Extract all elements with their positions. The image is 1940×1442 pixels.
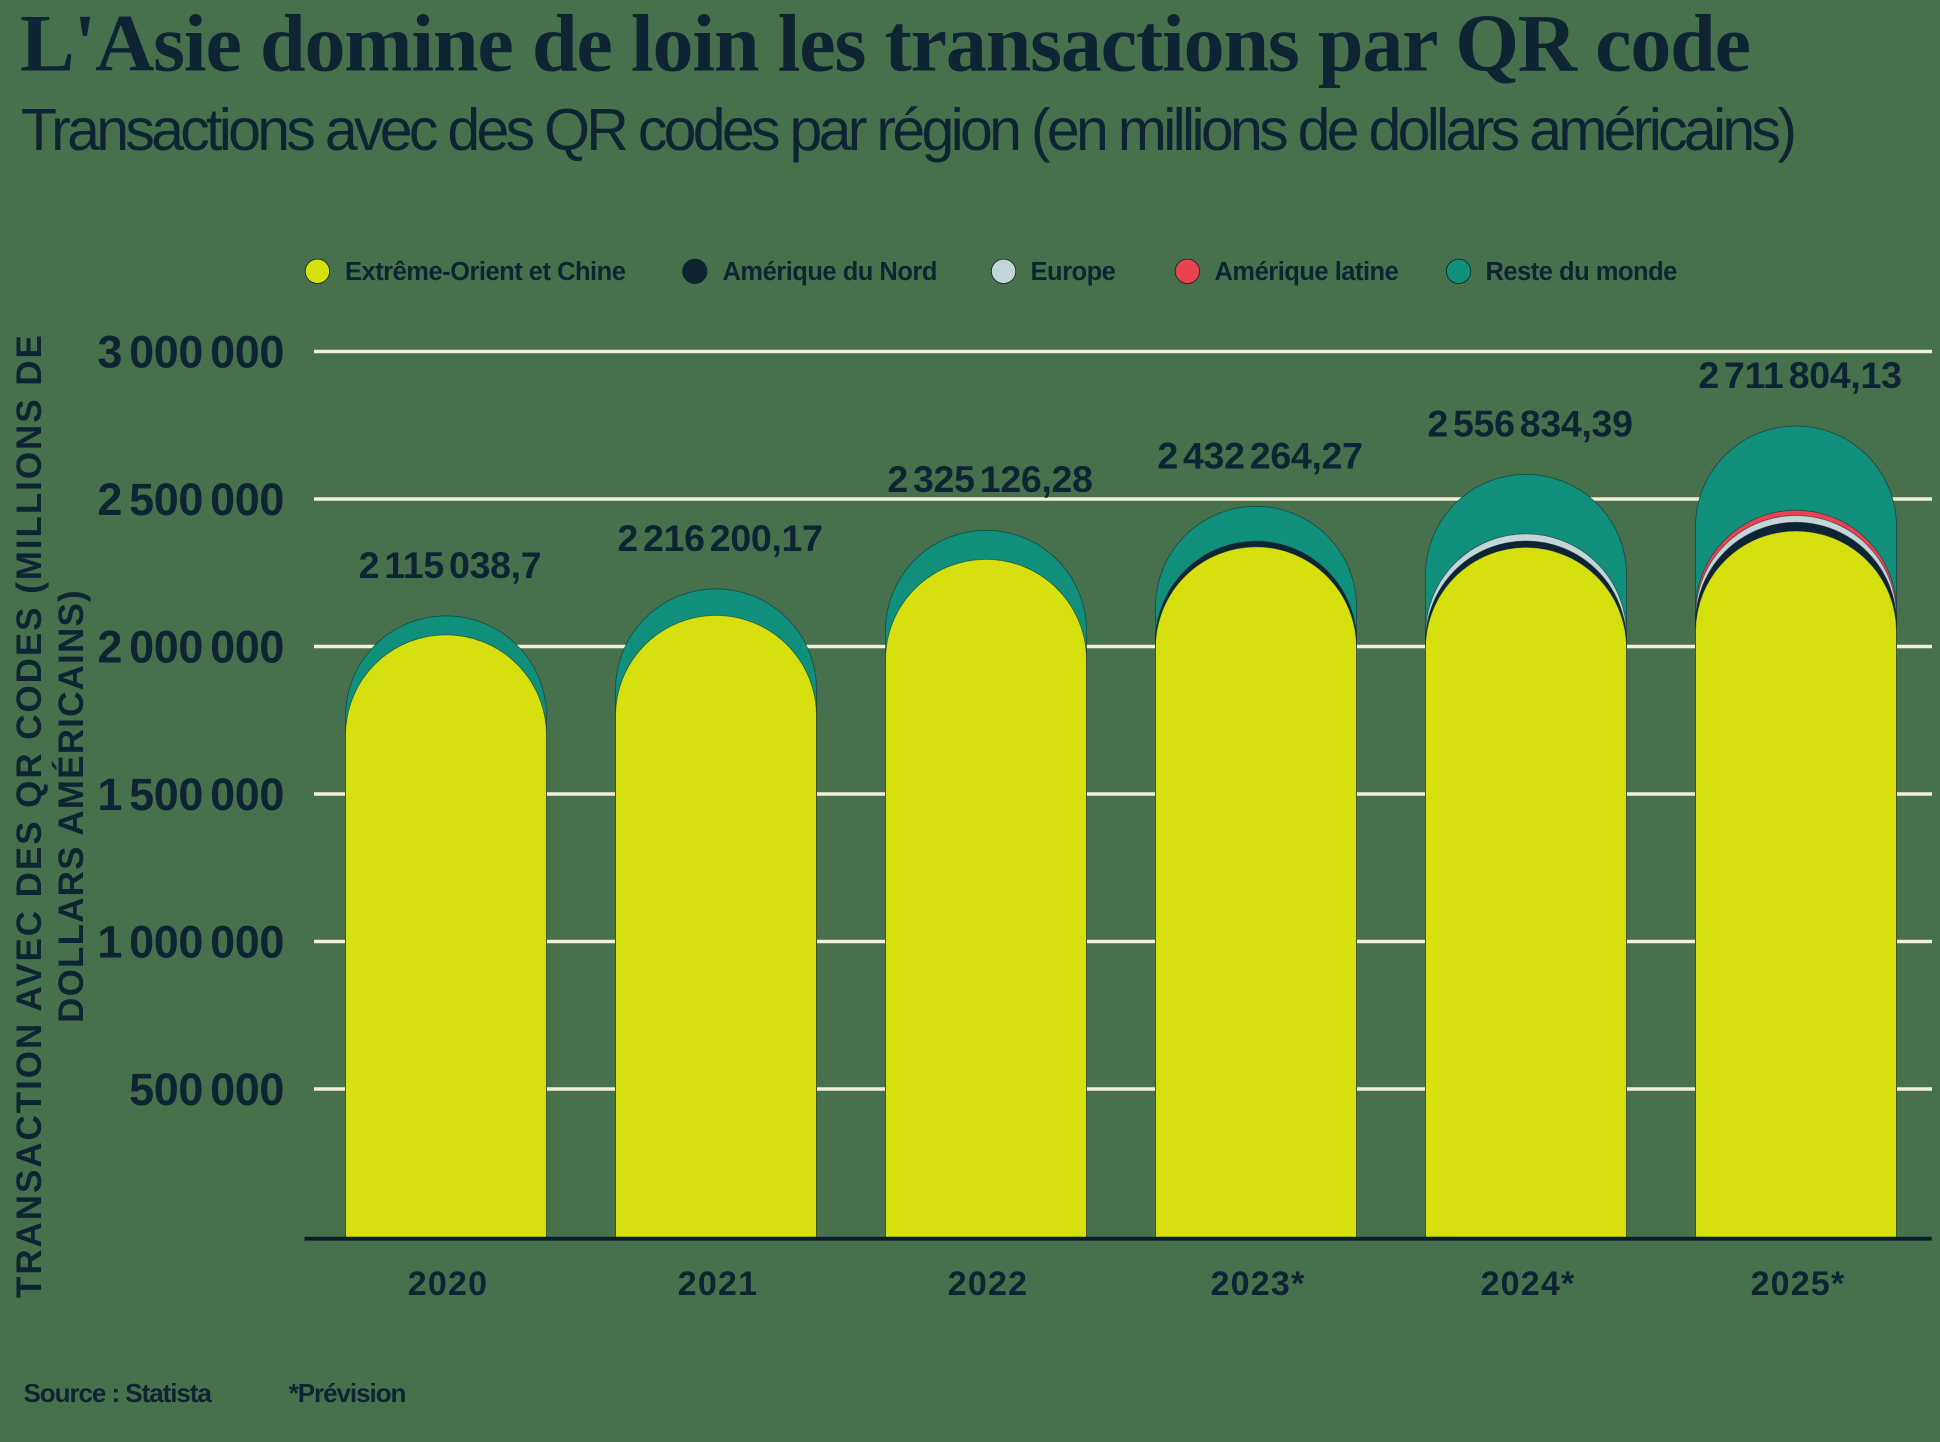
- svg-text:L'Asie domine de loin les tran: L'Asie domine de loin les transactions p…: [20, 0, 1751, 89]
- svg-text:Amérique latine: Amérique latine: [1215, 258, 1399, 286]
- svg-text:*Prévision: *Prévision: [289, 1378, 406, 1408]
- svg-text:Transactions avec des QR codes: Transactions avec des QR codes par régio…: [21, 97, 1797, 163]
- svg-text:500 000: 500 000: [129, 1064, 284, 1115]
- svg-text:2 500 000: 2 500 000: [97, 474, 284, 525]
- svg-text:2024*: 2024*: [1481, 1265, 1576, 1303]
- svg-text:Europe: Europe: [1031, 258, 1116, 286]
- svg-text:2023*: 2023*: [1211, 1265, 1306, 1303]
- svg-text:2025*: 2025*: [1751, 1265, 1846, 1303]
- svg-text:TRANSACTION AVEC DES QR CODES: TRANSACTION AVEC DES QR CODES (MILLIONS …: [10, 334, 49, 1298]
- svg-text:2 432 264,27: 2 432 264,27: [1157, 434, 1362, 476]
- svg-text:2 556 834,39: 2 556 834,39: [1427, 402, 1632, 444]
- svg-text:Reste du monde: Reste du monde: [1486, 258, 1678, 286]
- svg-text:Source : Statista: Source : Statista: [24, 1378, 213, 1408]
- svg-text:1 000 000: 1 000 000: [97, 917, 284, 968]
- svg-text:2 000 000: 2 000 000: [97, 622, 284, 673]
- svg-text:1 500 000: 1 500 000: [97, 769, 284, 820]
- svg-text:2020: 2020: [408, 1265, 488, 1303]
- svg-text:2022: 2022: [948, 1265, 1028, 1303]
- svg-text:DOLLARS AMÉRICAINS): DOLLARS AMÉRICAINS): [51, 589, 91, 1023]
- svg-text:Extrême-Orient et Chine: Extrême-Orient et Chine: [345, 258, 626, 286]
- svg-text:2 711 804,13: 2 711 804,13: [1698, 354, 1901, 396]
- svg-text:2 325 126,28: 2 325 126,28: [887, 458, 1092, 500]
- svg-text:2 115 038,7: 2 115 038,7: [359, 544, 542, 586]
- svg-text:3 000 000: 3 000 000: [97, 327, 284, 378]
- svg-text:2021: 2021: [678, 1265, 758, 1303]
- svg-text:2 216 200,17: 2 216 200,17: [617, 517, 822, 559]
- svg-text:Amérique du Nord: Amérique du Nord: [723, 258, 937, 286]
